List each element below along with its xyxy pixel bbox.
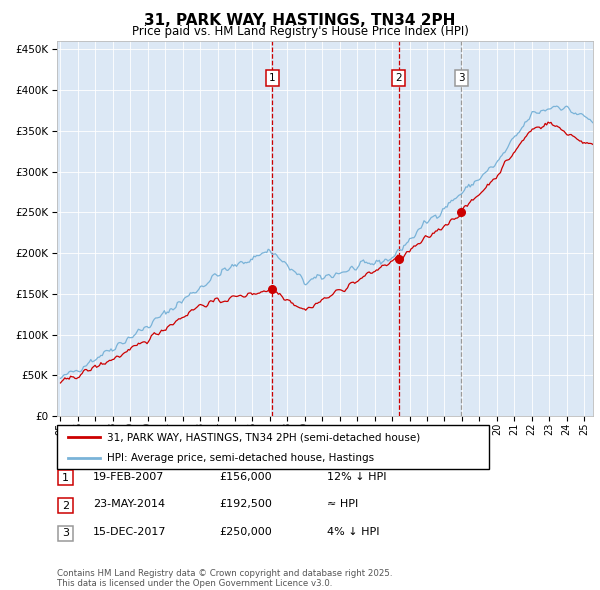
- FancyBboxPatch shape: [58, 526, 73, 541]
- Text: 1: 1: [62, 473, 69, 483]
- Text: 31, PARK WAY, HASTINGS, TN34 2PH (semi-detached house): 31, PARK WAY, HASTINGS, TN34 2PH (semi-d…: [107, 432, 420, 442]
- Text: 12% ↓ HPI: 12% ↓ HPI: [327, 472, 386, 481]
- Text: 2: 2: [395, 73, 402, 83]
- Text: 1: 1: [269, 73, 275, 83]
- Text: 31, PARK WAY, HASTINGS, TN34 2PH: 31, PARK WAY, HASTINGS, TN34 2PH: [145, 13, 455, 28]
- Text: 3: 3: [62, 529, 69, 538]
- FancyBboxPatch shape: [58, 470, 73, 486]
- Text: £250,000: £250,000: [219, 527, 272, 537]
- Text: HPI: Average price, semi-detached house, Hastings: HPI: Average price, semi-detached house,…: [107, 453, 374, 463]
- Text: 23-MAY-2014: 23-MAY-2014: [93, 500, 165, 509]
- Text: ≈ HPI: ≈ HPI: [327, 500, 358, 509]
- Text: 4% ↓ HPI: 4% ↓ HPI: [327, 527, 380, 537]
- Text: Price paid vs. HM Land Registry's House Price Index (HPI): Price paid vs. HM Land Registry's House …: [131, 25, 469, 38]
- FancyBboxPatch shape: [58, 498, 73, 513]
- Text: £192,500: £192,500: [219, 500, 272, 509]
- Text: 3: 3: [458, 73, 464, 83]
- Text: 19-FEB-2007: 19-FEB-2007: [93, 472, 164, 481]
- Text: £156,000: £156,000: [219, 472, 272, 481]
- FancyBboxPatch shape: [57, 425, 489, 469]
- Text: Contains HM Land Registry data © Crown copyright and database right 2025.
This d: Contains HM Land Registry data © Crown c…: [57, 569, 392, 588]
- Text: 15-DEC-2017: 15-DEC-2017: [93, 527, 167, 537]
- Text: 2: 2: [62, 501, 69, 510]
